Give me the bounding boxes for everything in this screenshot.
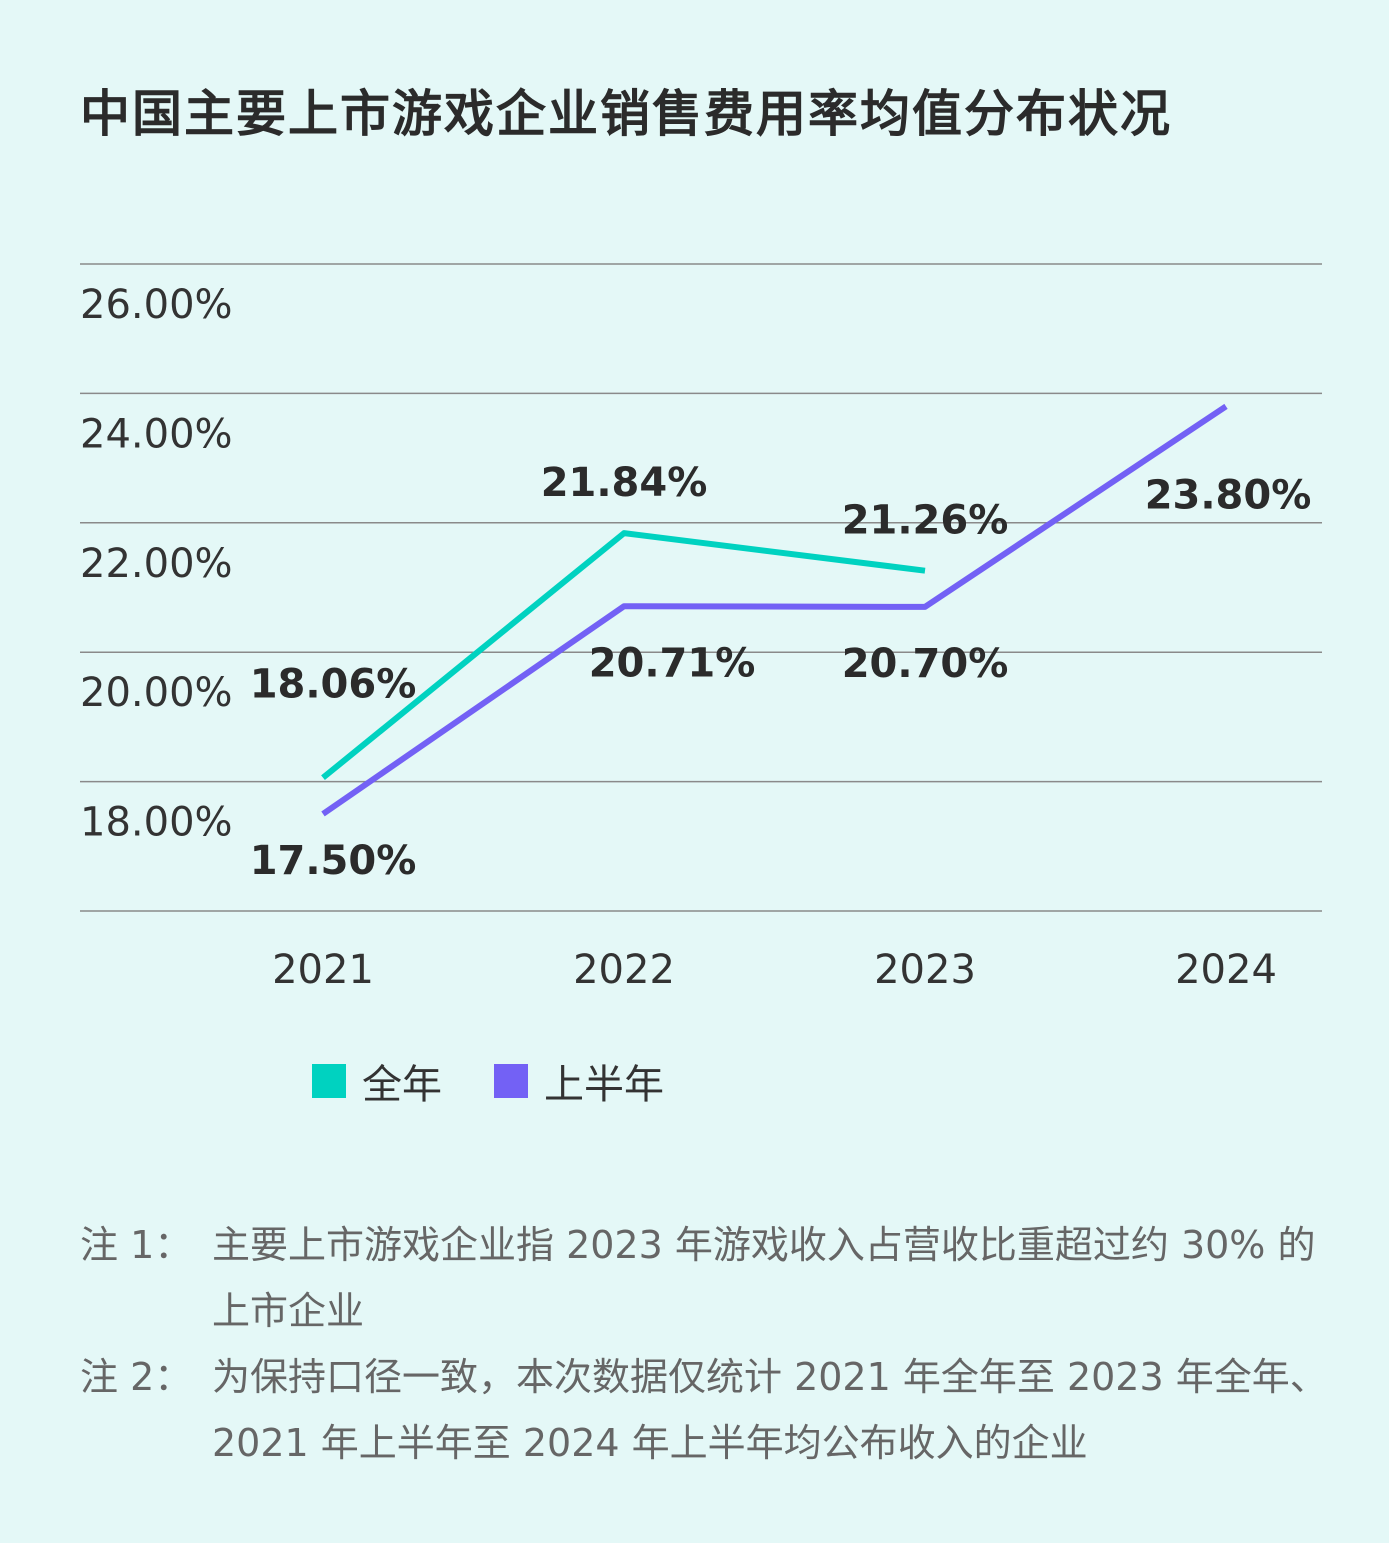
footnote-1-text: 主要上市游戏企业指 2023 年游戏收入占营收比重超过约 30% 的上市企业: [212, 1223, 1316, 1333]
series-line-half-year: [321, 403, 1228, 817]
line-chart: 26.00% 24.00% 22.00% 20.00% 18.00% 2021 2022 20…: [80, 263, 1322, 993]
footnote-2-label: 注 2：: [80, 1355, 193, 1399]
legend-swatch-full-year: [312, 1064, 346, 1098]
legend-swatch-half-year: [494, 1064, 528, 1098]
footnote-2: 注 2： 为保持口径一致，本次数据仅统计 2021 年全年至 2023 年全年、…: [80, 1344, 1330, 1476]
data-label-half-year: 17.50%: [250, 838, 417, 884]
legend-label-full-year: 全年: [362, 1062, 442, 1108]
data-label-half-year: 20.70%: [842, 641, 1009, 687]
legend: 全年 上半年: [312, 1052, 664, 1110]
data-label-full-year: 18.06%: [250, 662, 417, 708]
legend-label-half-year: 上半年: [544, 1062, 664, 1108]
y-tick-label: 22.00%: [80, 541, 233, 587]
x-tick-label: 2024: [1175, 947, 1277, 993]
legend-item-full-year: 全年: [312, 1052, 442, 1110]
x-tick-label: 2023: [874, 947, 976, 993]
footnotes: 注 1： 主要上市游戏企业指 2023 年游戏收入占营收比重超过约 30% 的上…: [80, 1212, 1330, 1476]
y-tick-label: 24.00%: [80, 411, 233, 457]
data-label-full-year: 21.84%: [541, 460, 708, 506]
y-tick-label: 18.00%: [80, 800, 233, 846]
legend-item-half-year: 上半年: [494, 1052, 664, 1110]
x-tick-label: 2022: [573, 947, 675, 993]
data-label-half-year: 23.80%: [1145, 472, 1312, 518]
x-tick-label: 2021: [272, 947, 374, 993]
series-line-full-year: [321, 530, 926, 781]
y-tick-label: 20.00%: [80, 670, 233, 716]
footnote-1-label: 注 1：: [80, 1223, 193, 1267]
data-label-half-year: 20.71%: [589, 640, 756, 686]
footnote-1: 注 1： 主要上市游戏企业指 2023 年游戏收入占营收比重超过约 30% 的上…: [80, 1212, 1330, 1344]
y-tick-label: 26.00%: [80, 282, 233, 328]
data-label-full-year: 21.26%: [842, 498, 1009, 544]
footnote-2-text: 为保持口径一致，本次数据仅统计 2021 年全年至 2023 年全年、2021 …: [212, 1355, 1328, 1465]
chart-title: 中国主要上市游戏企业销售费用率均值分布状况: [80, 85, 1172, 143]
